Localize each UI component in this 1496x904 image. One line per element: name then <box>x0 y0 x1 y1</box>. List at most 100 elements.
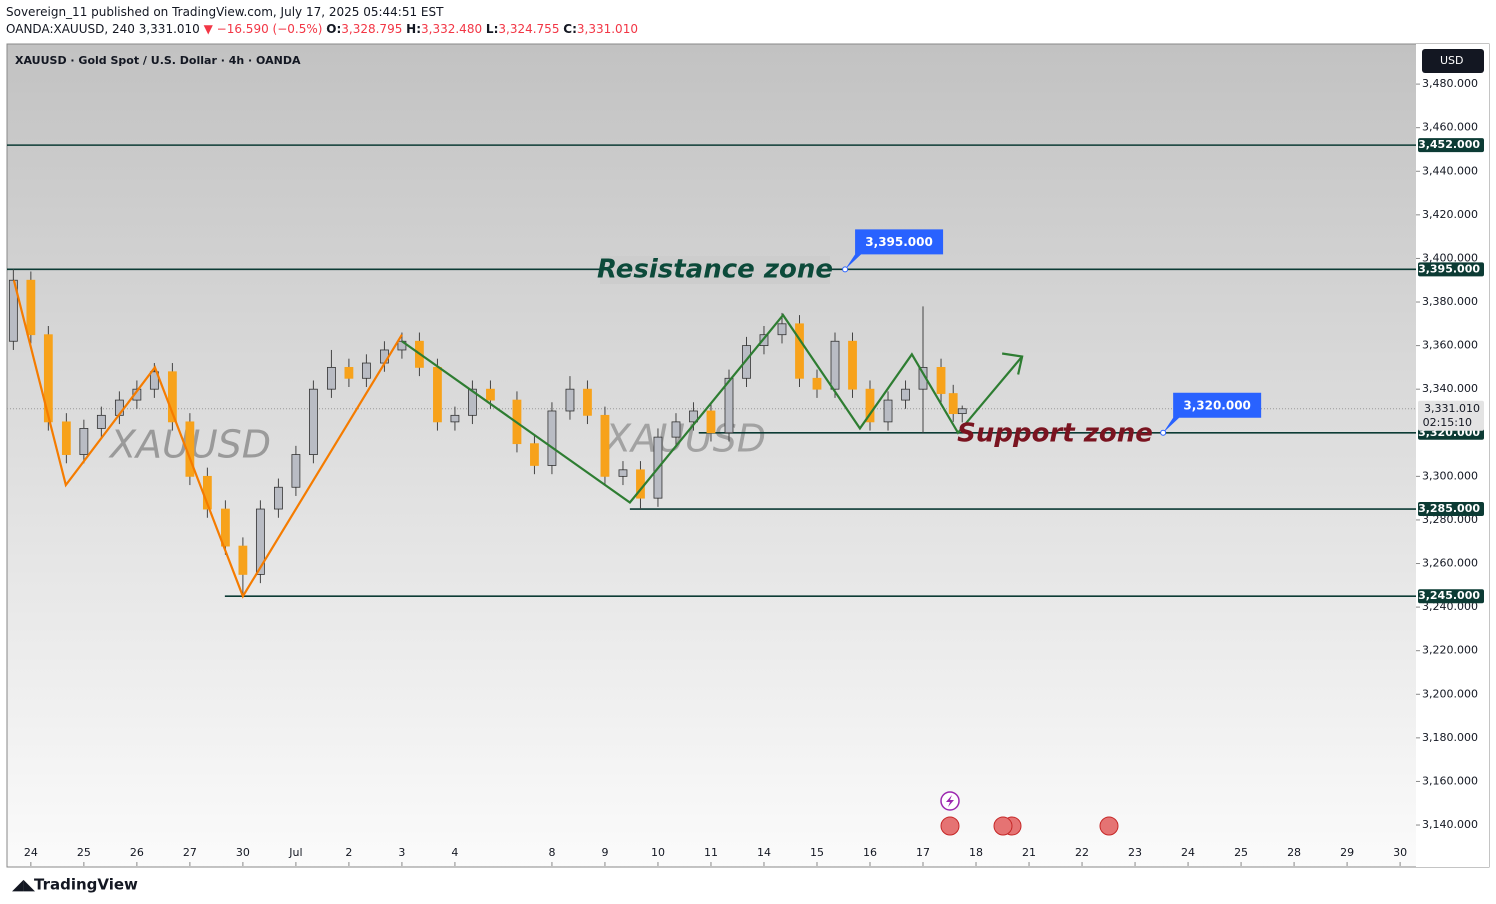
callout-point <box>1160 429 1167 436</box>
y-tick-label: 3,200.000 <box>1422 687 1478 700</box>
publisher: Sovereign_11 published on TradingView.co… <box>6 5 444 19</box>
arrow-head <box>1001 352 1024 375</box>
candle-body <box>671 421 681 438</box>
y-tick-label: 3,220.000 <box>1422 644 1478 657</box>
h-label: H: <box>406 22 422 36</box>
currency-button[interactable] <box>1422 49 1484 73</box>
y-tick-label: 3,340.000 <box>1422 382 1478 395</box>
y-tick-label: 3,240.000 <box>1422 600 1478 613</box>
x-tick-label: 27 <box>183 846 197 859</box>
candle-body <box>468 388 477 416</box>
candle-body <box>583 388 592 416</box>
event-icon[interactable] <box>1099 816 1119 836</box>
candle-body <box>724 377 734 434</box>
c: 3,331.010 <box>576 22 638 36</box>
candle-body <box>274 486 283 510</box>
events <box>940 791 1119 836</box>
candle-body <box>901 388 910 401</box>
symbol: OANDA:XAUUSD, 240 <box>6 22 135 36</box>
zone-label: Resistance zone <box>597 255 833 285</box>
zone-label: Support zone <box>957 419 1153 449</box>
candle-body <box>689 410 698 423</box>
candle-body <box>565 388 575 412</box>
y-tick-label: 3,460.000 <box>1422 121 1478 134</box>
y-tick-label: 3,300.000 <box>1422 469 1478 482</box>
c-label: C: <box>563 22 577 36</box>
o-label: O: <box>326 22 342 36</box>
candle-body <box>530 443 539 466</box>
lightning <box>946 795 954 807</box>
candle-body <box>865 388 875 423</box>
candle-body <box>883 399 893 423</box>
l: 3,324.755 <box>498 22 560 36</box>
x-tick-label: Jul <box>288 846 302 859</box>
x-tick-label: 18 <box>969 846 983 859</box>
y-tick-label: 3,420.000 <box>1422 208 1478 221</box>
h: 3,332.480 <box>421 22 483 36</box>
x-tick-label: 14 <box>757 846 771 859</box>
candle-body <box>742 345 751 379</box>
brand: TradingView <box>34 876 138 894</box>
callout-label: 3,320.000 <box>1183 398 1251 412</box>
x-tick-label: 26 <box>130 846 144 859</box>
candle-body <box>948 393 958 415</box>
callout-label: 3,395.000 <box>865 235 933 249</box>
x-tick-label: 2 <box>345 846 352 859</box>
candle-body <box>450 414 460 423</box>
callout-point <box>842 266 849 273</box>
candle-body <box>149 371 159 390</box>
candle-body <box>255 508 265 575</box>
x-tick-label: 24 <box>24 846 38 859</box>
x-tick-label: 10 <box>651 846 665 859</box>
x-tick-label: 24 <box>1181 846 1195 859</box>
candle-body <box>43 334 53 423</box>
candle-body <box>812 377 822 390</box>
currency: USD <box>1440 54 1464 67</box>
l-label: L: <box>485 22 499 36</box>
plot-background <box>6 43 1490 868</box>
candle-body <box>344 366 354 379</box>
x-tick-label: 21 <box>1022 846 1036 859</box>
trend-line <box>12 279 403 599</box>
y-tick-label: 3,440.000 <box>1422 164 1478 177</box>
x-tick-label: 30 <box>236 846 250 859</box>
candle-body <box>706 410 716 434</box>
y-tick-label: 3,140.000 <box>1422 818 1478 831</box>
countdown: 02:15:10 <box>1423 416 1472 429</box>
x-tick-label: 8 <box>548 846 555 859</box>
x-tick-label: 15 <box>810 846 824 859</box>
x-tick-label: 28 <box>1287 846 1301 859</box>
trend-line <box>401 313 1023 504</box>
y-tick-label: 3,480.000 <box>1422 77 1478 90</box>
x-tick-label: 9 <box>601 846 608 859</box>
candle-body <box>327 366 336 390</box>
y-tick-label: 3,380.000 <box>1422 295 1478 308</box>
candle-body <box>61 421 71 455</box>
candle-body <box>830 340 840 390</box>
label-gap <box>600 256 830 284</box>
candle-body <box>618 469 628 477</box>
candle-body <box>167 371 177 423</box>
candle-body <box>238 545 248 575</box>
event-icon[interactable] <box>993 816 1013 836</box>
x-tick-label: 25 <box>1234 846 1248 859</box>
x-tick-label: 4 <box>451 846 458 859</box>
event-icon[interactable] <box>940 816 960 836</box>
x-tick-label: 23 <box>1128 846 1142 859</box>
level-badge-label: 3,285.000 <box>1418 502 1480 515</box>
candle-body <box>957 408 967 415</box>
quote-line: OANDA:XAUUSD, 240 3,331.010 ▼ −16.590 (−… <box>6 22 638 36</box>
y-tick-label: 3,160.000 <box>1422 774 1478 787</box>
candle-body <box>8 279 18 342</box>
last-price-badge <box>1418 400 1484 431</box>
chart-title: XAUUSD · Gold Spot / U.S. Dollar · 4h · … <box>15 54 301 67</box>
x-tick-label: 25 <box>77 846 91 859</box>
level-badge-label: 3,395.000 <box>1418 262 1480 275</box>
candle-body <box>936 366 946 394</box>
price: 3,331.010 <box>138 22 200 36</box>
callout-box <box>1163 392 1262 433</box>
candle-body <box>26 279 36 336</box>
candle-body <box>547 410 557 466</box>
level-badge <box>1418 138 1484 153</box>
